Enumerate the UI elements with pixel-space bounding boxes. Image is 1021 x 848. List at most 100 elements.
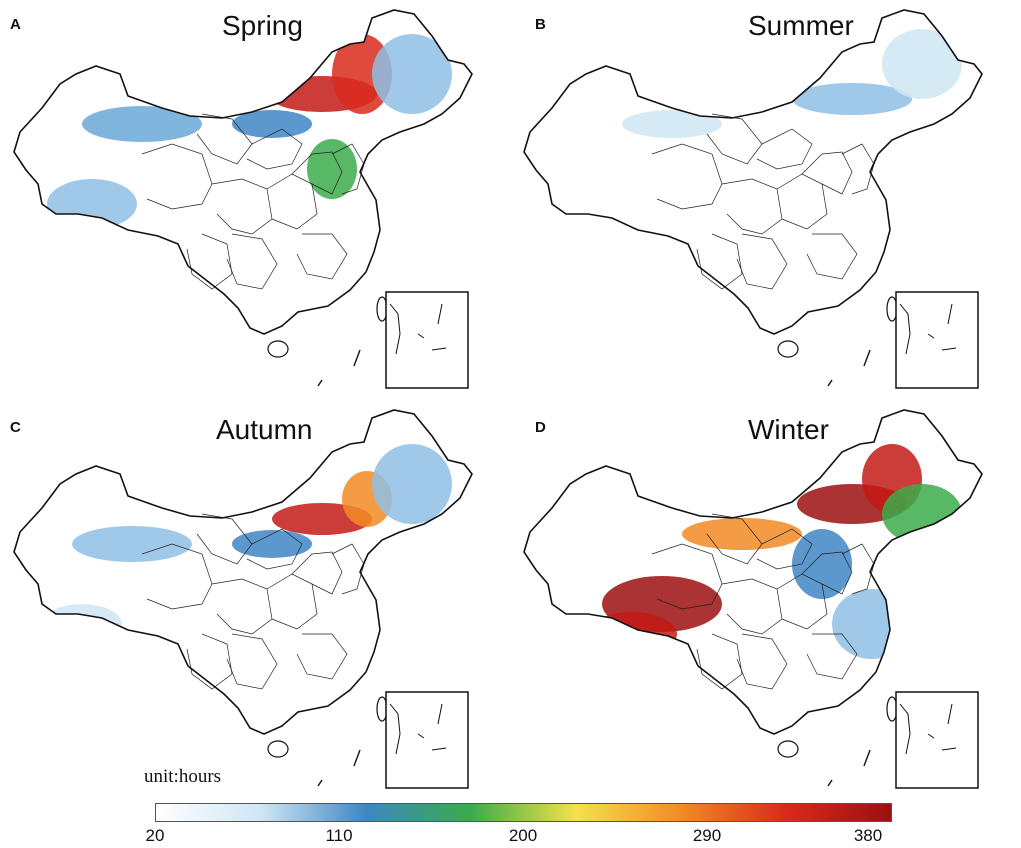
province-border xyxy=(721,178,783,235)
province-border xyxy=(706,113,763,165)
south-china-sea-inset xyxy=(385,291,469,389)
province-border xyxy=(736,633,788,690)
heat-blob xyxy=(232,110,312,138)
colorbar-tick: 20 xyxy=(145,826,165,845)
nine-dash-line xyxy=(317,749,361,787)
province-border xyxy=(706,513,763,565)
panel-letter: C xyxy=(10,419,21,436)
province-border xyxy=(696,633,743,690)
heat-layer xyxy=(587,444,962,659)
province-border xyxy=(291,551,343,595)
province-border xyxy=(756,128,813,170)
province-border xyxy=(801,151,853,195)
country-outline xyxy=(523,409,983,735)
island xyxy=(777,740,799,758)
panel-autumn: C Autumn xyxy=(0,400,510,800)
inset-islands xyxy=(389,703,447,755)
island xyxy=(267,740,289,758)
province-border xyxy=(246,128,303,170)
province-border xyxy=(801,551,853,595)
province-border xyxy=(141,143,213,210)
heat-blob xyxy=(72,526,192,562)
inset-islands xyxy=(899,303,957,355)
country-outline xyxy=(13,409,473,735)
province-border xyxy=(806,233,858,280)
province-border xyxy=(806,633,858,680)
province-border xyxy=(226,633,278,690)
province-border xyxy=(246,528,303,570)
province-border xyxy=(721,578,783,635)
china-map-autumn xyxy=(13,409,473,789)
panel-title: Autumn xyxy=(216,414,313,445)
nine-dash-line xyxy=(827,749,871,787)
heat-blob xyxy=(372,444,452,524)
heat-blob xyxy=(792,529,852,599)
panel-title: Winter xyxy=(748,414,829,445)
province-border xyxy=(841,143,875,195)
heat-blob xyxy=(372,34,452,114)
heat-blob xyxy=(232,530,312,558)
province-border xyxy=(186,633,233,690)
nine-dash-line xyxy=(317,349,361,387)
province-border xyxy=(291,151,343,195)
china-map-spring xyxy=(13,9,473,389)
province-border xyxy=(776,173,828,230)
heat-blob xyxy=(832,589,912,659)
province-border xyxy=(736,233,788,290)
nine-dash-line xyxy=(827,349,871,387)
colorbar-tick: 380 xyxy=(853,826,883,845)
heat-blob xyxy=(882,484,962,544)
inset-islands xyxy=(389,303,447,355)
island xyxy=(267,340,289,358)
heat-layer xyxy=(42,444,452,644)
province-border xyxy=(266,173,318,230)
panel-letter: D xyxy=(535,419,546,436)
colorbar xyxy=(155,803,892,822)
heat-blob xyxy=(47,179,137,229)
province-border xyxy=(196,113,253,165)
heat-blob xyxy=(332,34,392,114)
panel-summer: B Summer xyxy=(510,0,1020,400)
panel-title: Spring xyxy=(222,10,303,41)
island xyxy=(777,340,799,358)
heat-blob xyxy=(42,604,122,644)
province-border xyxy=(756,528,813,570)
south-china-sea-inset xyxy=(895,691,979,789)
panel-letter: A xyxy=(10,16,21,33)
heat-blob xyxy=(682,518,802,550)
province-border xyxy=(651,143,723,210)
heat-blob xyxy=(82,106,202,142)
south-china-sea-inset xyxy=(895,291,979,389)
colorbar-tick: 200 xyxy=(508,826,538,845)
province-border xyxy=(776,573,828,630)
province-border xyxy=(296,633,348,680)
heat-blob xyxy=(622,110,722,138)
heat-blob xyxy=(307,139,357,199)
unit-label: unit:hours xyxy=(144,766,222,787)
heat-layer xyxy=(47,34,452,229)
province-border xyxy=(196,513,253,565)
colorbar-tick: 110 xyxy=(325,826,353,845)
south-china-sea-inset xyxy=(385,691,469,789)
province-border xyxy=(226,233,278,290)
province-border xyxy=(331,543,365,595)
province-border xyxy=(696,233,743,290)
province-border xyxy=(186,233,233,290)
province-border xyxy=(266,573,318,630)
heat-layer xyxy=(622,29,962,138)
panel-title: Summer xyxy=(748,10,854,41)
panel-letter: B xyxy=(535,16,546,33)
colorbar-tick: 290 xyxy=(692,826,722,845)
heat-blob xyxy=(792,83,912,115)
inset-islands xyxy=(899,703,957,755)
province-border xyxy=(211,578,273,635)
china-map-summer xyxy=(523,9,983,389)
province-border xyxy=(296,233,348,280)
country-outline xyxy=(13,9,473,335)
province-border xyxy=(211,178,273,235)
country-outline xyxy=(523,9,983,335)
heat-blob xyxy=(587,612,677,656)
china-map-winter xyxy=(523,409,983,789)
panel-winter: D Winter xyxy=(510,400,1020,800)
heat-blob xyxy=(882,29,962,99)
